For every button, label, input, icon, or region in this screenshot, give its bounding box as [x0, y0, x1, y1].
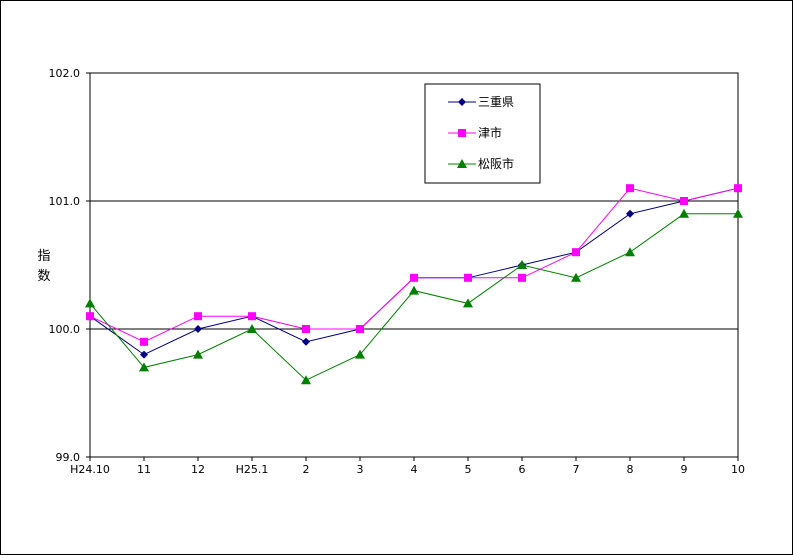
y-tick-label: 102.0 — [49, 67, 81, 80]
x-tick-label: 6 — [519, 463, 526, 476]
legend-label: 三重県 — [478, 95, 514, 109]
data-point-square — [248, 312, 256, 321]
data-point-diamond — [458, 98, 466, 106]
x-tick-label: 9 — [681, 463, 688, 476]
data-point-triangle — [409, 285, 419, 295]
data-point-square — [458, 129, 466, 137]
legend-label: 津市 — [478, 125, 502, 140]
plot-area — [89, 72, 739, 458]
x-tick-label: 8 — [627, 463, 634, 476]
data-point-diamond — [194, 325, 202, 333]
data-point-square — [734, 184, 742, 193]
x-tick-label: 3 — [357, 463, 364, 476]
x-tick-label: 10 — [731, 463, 745, 476]
x-tick-label: 7 — [573, 463, 580, 476]
series-diamond — [86, 184, 742, 359]
data-point-triangle — [247, 324, 257, 333]
data-point-triangle — [679, 208, 689, 218]
legend-entry: 三重県 — [448, 95, 514, 109]
data-point-triangle — [457, 159, 467, 168]
data-point-square — [518, 273, 526, 282]
data-point-square — [410, 273, 418, 282]
series-triangle — [85, 208, 743, 385]
data-point-triangle — [517, 260, 527, 269]
x-tick-label: H25.1 — [236, 463, 269, 476]
data-point-triangle — [193, 349, 203, 359]
y-tick-label: 101.0 — [49, 195, 81, 208]
data-point-triangle — [571, 272, 581, 282]
data-point-triangle — [301, 375, 311, 385]
data-point-diamond — [302, 337, 310, 346]
x-axis-ticks: H24.10 11 12 H25.1 2 3 4 5 6 7 8 9 10 — [70, 457, 745, 476]
legend-label: 松阪市 — [478, 156, 514, 171]
y-axis-ticks: 99.0 100.0 101.0 102.0 — [49, 67, 90, 464]
data-point-diamond — [626, 209, 634, 218]
x-tick-label: 4 — [411, 463, 418, 476]
data-point-square — [140, 337, 148, 346]
data-point-square — [86, 312, 94, 321]
legend-box — [424, 83, 541, 184]
data-point-square — [572, 248, 580, 257]
legend-entry: 津市 — [448, 125, 502, 140]
legend-entry: 松阪市 — [448, 156, 514, 171]
data-point-square — [302, 325, 310, 333]
data-point-square — [356, 325, 364, 333]
data-point-triangle — [139, 362, 149, 372]
series-square — [86, 184, 742, 346]
data-point-triangle — [463, 298, 473, 308]
data-point-square — [626, 184, 634, 193]
x-tick-label: 5 — [465, 463, 472, 476]
data-point-triangle — [733, 208, 743, 218]
series-line — [89, 213, 738, 381]
y-axis-label: 指数 — [37, 249, 50, 284]
x-tick-label: 2 — [303, 463, 310, 476]
data-point-triangle — [85, 298, 95, 308]
y-axis-label-char: 数 — [37, 269, 50, 284]
data-point-square — [464, 273, 472, 282]
data-point-square — [194, 312, 202, 321]
x-tick-label: H24.10 — [70, 463, 110, 476]
series-line — [89, 187, 739, 356]
y-tick-label: 100.0 — [49, 323, 81, 336]
data-point-triangle — [625, 247, 635, 257]
data-point-square — [680, 197, 688, 205]
data-point-diamond — [140, 350, 148, 359]
y-axis-label-char: 指 — [37, 249, 50, 264]
x-tick-label: 12 — [191, 463, 205, 476]
data-point-triangle — [355, 349, 365, 359]
series-group — [85, 184, 743, 385]
x-tick-label: 11 — [137, 463, 151, 476]
y-tick-label: 99.0 — [56, 451, 81, 464]
